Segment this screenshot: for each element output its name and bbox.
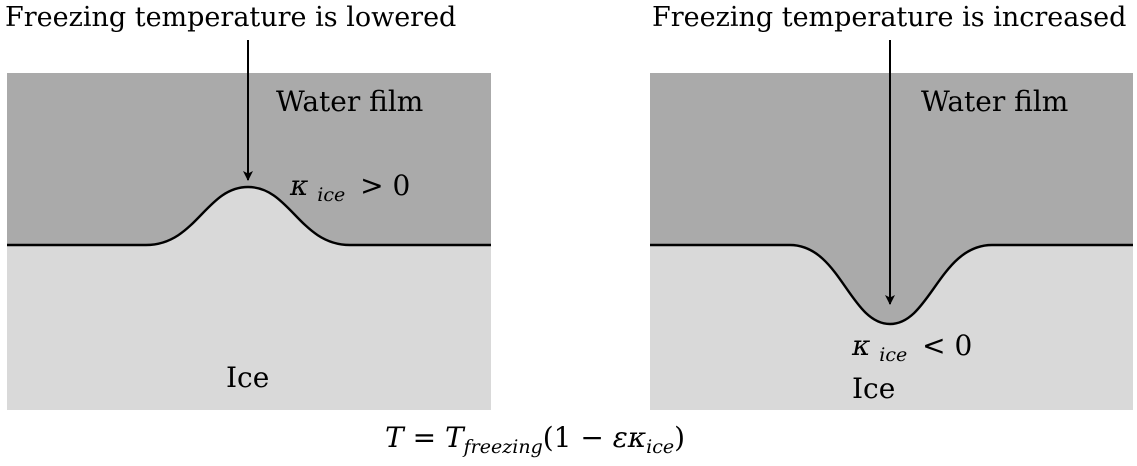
equation-t-subscript: freezing: [463, 436, 543, 458]
equation-epsilon: ε: [612, 421, 628, 454]
left-interface-line: [7, 185, 491, 247]
right-curvature-label: κ ice < 0: [851, 329, 972, 368]
left-kappa-subscript: ice: [317, 184, 345, 206]
equation-kappa-subscript: ice: [646, 436, 675, 458]
left-panel: Water film Ice κ ice > 0: [7, 40, 491, 410]
right-kappa-relation: < 0: [922, 329, 972, 362]
left-curvature-label: κ ice > 0: [289, 169, 410, 208]
left-panel-caption: Freezing temperature is lowered: [5, 2, 457, 33]
right-water-label: Water film: [921, 85, 1068, 118]
equation-t-symbol: T: [444, 421, 464, 454]
equation-equals: =: [403, 421, 445, 454]
equation-close: ): [674, 421, 686, 454]
freezing-equation: T = Tfreezing(1 − εκice): [385, 421, 685, 458]
equation-lhs: T: [385, 421, 404, 454]
right-ice-region: [650, 245, 1133, 410]
left-water-label: Water film: [276, 85, 423, 118]
left-ice-label: Ice: [226, 361, 269, 394]
left-kappa-relation: > 0: [360, 169, 410, 202]
equation-open: (1 −: [542, 421, 613, 454]
right-kappa-symbol: κ: [851, 329, 870, 362]
right-interface-line: [650, 243, 1133, 326]
left-kappa-symbol: κ: [289, 169, 308, 202]
right-panel: Water film Ice κ ice < 0: [650, 40, 1133, 410]
right-kappa-subscript: ice: [879, 344, 907, 366]
right-panel-caption: Freezing temperature is increased: [652, 2, 1127, 33]
equation-kappa: κ: [627, 421, 647, 454]
right-ice-label: Ice: [852, 372, 895, 405]
